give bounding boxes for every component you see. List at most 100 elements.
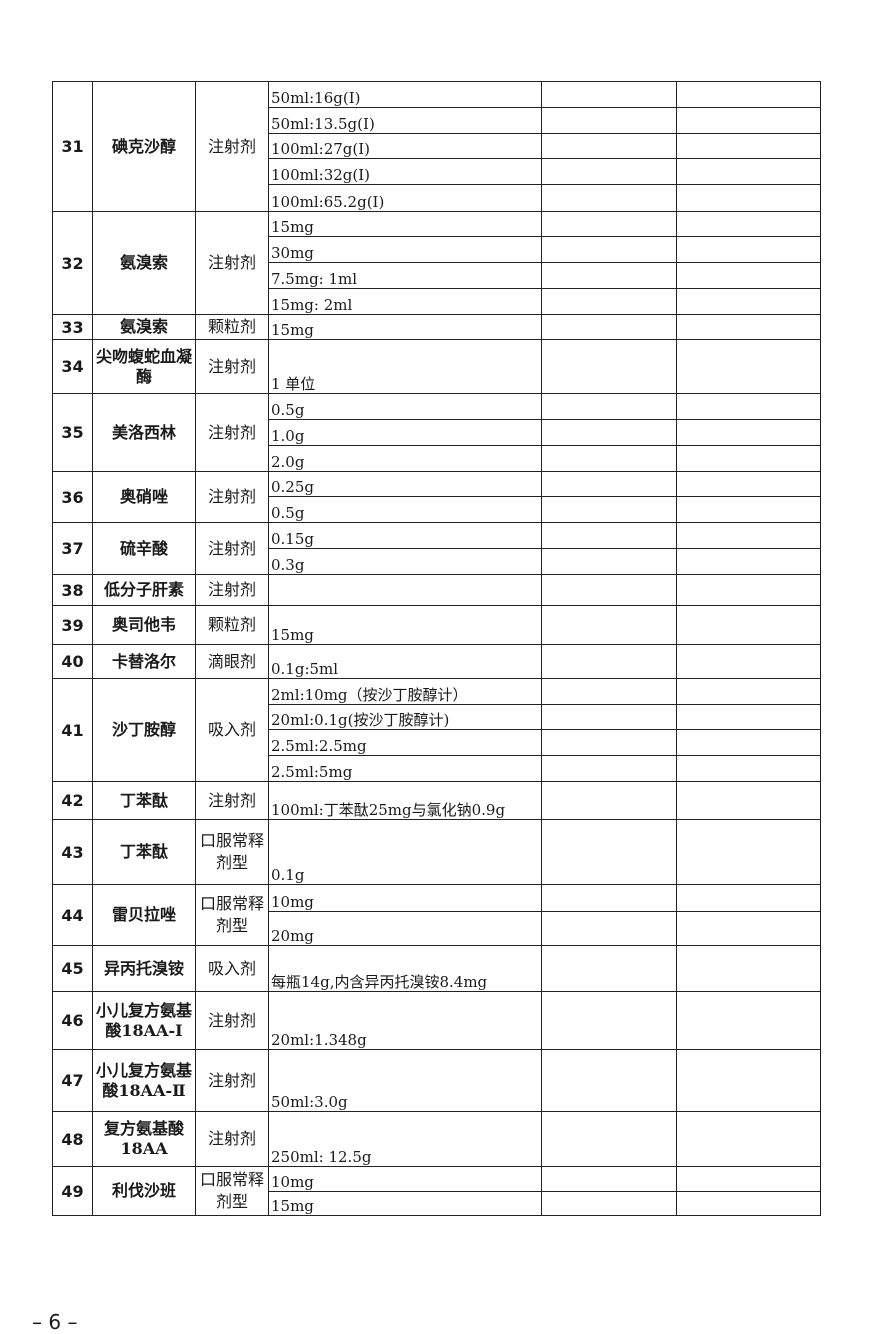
drug-name: 丁苯酞 [92, 819, 196, 885]
specification: 250ml: 12.5g [268, 1111, 542, 1167]
specification: 50ml:16g(I) [268, 81, 542, 108]
specification: 0.25g [268, 471, 542, 497]
empty-cell [676, 107, 821, 134]
empty-cell [676, 644, 821, 679]
dosage-form: 口服常释剂型 [195, 1166, 269, 1216]
row-number: 37 [52, 522, 93, 575]
specification [268, 574, 542, 606]
drug-name: 奥司他韦 [92, 605, 196, 645]
empty-cell [541, 644, 677, 679]
dosage-form: 注射剂 [195, 393, 269, 472]
row-number: 36 [52, 471, 93, 523]
empty-cell [676, 445, 821, 472]
dosage-form: 口服常释剂型 [195, 884, 269, 946]
page-number: – 6 – [32, 1310, 78, 1334]
row-number: 45 [52, 945, 93, 992]
empty-cell [541, 1111, 677, 1167]
empty-cell [676, 522, 821, 549]
dosage-form: 注射剂 [195, 81, 269, 212]
table-row: 36 奥硝唑 注射剂 0.25g [52, 471, 821, 523]
empty-cell [541, 236, 677, 263]
empty-cell [676, 496, 821, 523]
empty-cell [541, 755, 677, 782]
empty-cell [676, 678, 821, 705]
drug-name: 小儿复方氨基酸18AA-Ⅱ [92, 1049, 196, 1112]
empty-cell [541, 1191, 677, 1216]
specification: 1 单位 [268, 339, 542, 394]
specification: 100ml:丁苯酞25mg与氯化钠0.9g [268, 781, 542, 820]
drug-table: 31 碘克沙醇 注射剂 50ml:16g(I) 50ml:13.5g(I) 100ml:2… [52, 81, 821, 1216]
table-row: 39 奥司他韦 颗粒剂 15mg [52, 605, 821, 645]
dosage-form: 注射剂 [195, 1111, 269, 1167]
specification: 0.5g [268, 496, 542, 523]
table-row: 0.3g [53, 548, 821, 575]
table-row: 1.0g [53, 419, 821, 446]
empty-cell [541, 729, 677, 756]
specification: 每瓶14g,内含异丙托溴铵8.4mg [268, 945, 542, 992]
specification: 50ml:13.5g(I) [268, 107, 542, 134]
table-row: 41 沙丁胺醇 吸入剂 2ml:10mg（按沙丁胺醇计） [52, 678, 821, 782]
row-number: 46 [52, 991, 93, 1050]
table-row: 2.0g [53, 445, 821, 472]
specification: 0.1g [268, 819, 542, 885]
empty-cell [676, 945, 821, 992]
row-number: 39 [52, 605, 93, 645]
specification: 15mg [268, 605, 542, 645]
table-row: 42 丁苯酞 注射剂 100ml:丁苯酞25mg与氯化钠0.9g [52, 781, 821, 820]
table-row: 47 小儿复方氨基酸18AA-Ⅱ 注射剂 50ml:3.0g [52, 1049, 821, 1112]
dosage-form: 注射剂 [195, 991, 269, 1050]
drug-name: 小儿复方氨基酸18AA-Ⅰ [92, 991, 196, 1050]
empty-cell [541, 605, 677, 645]
drug-name: 雷贝拉唑 [92, 884, 196, 946]
empty-cell [541, 819, 677, 885]
empty-cell [676, 419, 821, 446]
dosage-form: 注射剂 [195, 471, 269, 523]
dosage-form: 滴眼剂 [195, 644, 269, 679]
empty-cell [541, 991, 677, 1050]
empty-cell [541, 911, 677, 946]
row-number: 31 [52, 81, 93, 212]
empty-cell [541, 419, 677, 446]
specification: 2ml:10mg（按沙丁胺醇计） [268, 678, 542, 705]
table-row: 0.5g [53, 496, 821, 523]
drug-name: 硫辛酸 [92, 522, 196, 575]
empty-cell [676, 184, 821, 212]
empty-cell [676, 755, 821, 782]
empty-cell [541, 1049, 677, 1112]
dosage-form: 吸入剂 [195, 678, 269, 782]
empty-cell [541, 471, 677, 497]
empty-cell [541, 884, 677, 912]
specification: 10mg [268, 884, 542, 912]
row-number: 47 [52, 1049, 93, 1112]
table-row: 43 丁苯酞 口服常释剂型 0.1g [52, 819, 821, 885]
empty-cell [541, 262, 677, 289]
empty-cell [676, 288, 821, 315]
row-number: 49 [52, 1166, 93, 1216]
dosage-form: 颗粒剂 [195, 314, 269, 340]
drug-name: 氨溴索 [92, 314, 196, 340]
empty-cell [676, 314, 821, 340]
specification: 2.5ml:2.5mg [268, 729, 542, 756]
empty-cell [676, 884, 821, 912]
specification: 20ml:1.348g [268, 991, 542, 1050]
specification: 30mg [268, 236, 542, 263]
empty-cell [541, 158, 677, 185]
drug-name: 复方氨基酸18AA [92, 1111, 196, 1167]
table-row: 38 低分子肝素 注射剂 [52, 574, 821, 606]
empty-cell [676, 211, 821, 237]
specification: 50ml:3.0g [268, 1049, 542, 1112]
empty-cell [676, 262, 821, 289]
empty-cell [676, 158, 821, 185]
empty-cell [676, 704, 821, 730]
specification: 0.1g:5ml [268, 644, 542, 679]
specification: 0.5g [268, 393, 542, 420]
empty-cell [676, 911, 821, 946]
specification: 2.5ml:5mg [268, 755, 542, 782]
specification: 0.3g [268, 548, 542, 575]
dosage-form: 注射剂 [195, 522, 269, 575]
specification: 15mg [268, 211, 542, 237]
table-row: 34 尖吻蝮蛇血凝酶 注射剂 1 单位 [52, 339, 821, 394]
empty-cell [676, 729, 821, 756]
specification: 15mg: 2ml [268, 288, 542, 315]
drug-name: 卡替洛尔 [92, 644, 196, 679]
